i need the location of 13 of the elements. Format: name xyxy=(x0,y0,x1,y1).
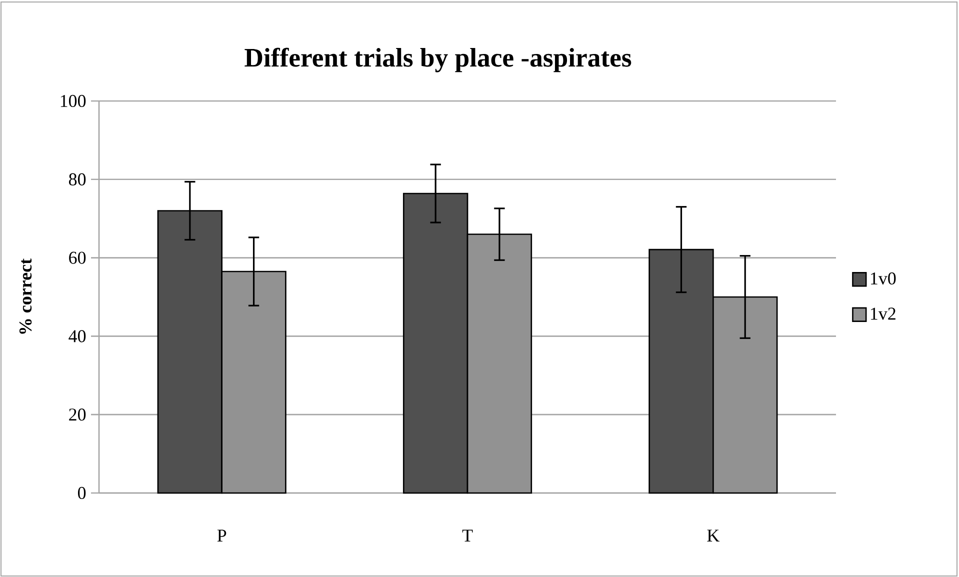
chart-title: Different trials by place -aspirates xyxy=(244,48,632,72)
x-tick-label: K xyxy=(707,530,720,542)
legend-label: 1v0 xyxy=(870,272,896,285)
y-axis-title: % correct xyxy=(19,258,32,334)
legend-label: 1v2 xyxy=(870,308,896,320)
y-tick-label: 20 xyxy=(69,408,86,421)
y-tick-label: 100 xyxy=(60,94,86,108)
y-tick-label: 60 xyxy=(69,252,86,264)
x-tick-label: T xyxy=(462,530,473,542)
y-tick-label: 80 xyxy=(68,173,86,186)
y-tick-label: 0 xyxy=(78,486,86,500)
y-tick-label: 40 xyxy=(68,330,86,342)
x-tick-label: P xyxy=(217,530,226,542)
